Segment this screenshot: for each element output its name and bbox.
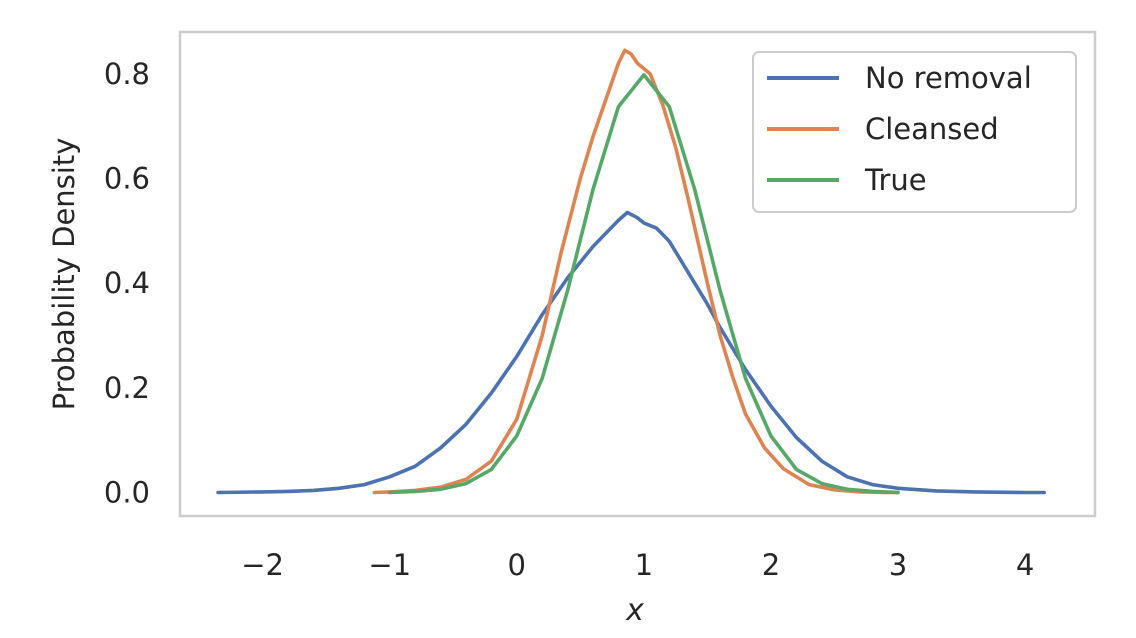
x-tick-label: 2 <box>762 548 780 582</box>
series-line-0 <box>216 210 1046 495</box>
legend-box <box>752 51 1077 213</box>
y-tick-label: 0.8 <box>104 57 150 91</box>
x-tick-label: −2 <box>241 548 284 582</box>
y-axis-label: Probability Density <box>47 138 81 411</box>
x-tick-label: 1 <box>635 548 653 582</box>
x-tick-label: 3 <box>889 548 907 582</box>
x-tick-label: 0 <box>508 548 526 582</box>
series-line-2 <box>387 73 900 495</box>
legend-label-0: No removal <box>865 61 1032 95</box>
y-tick-labels: 0.0 0.2 0.4 0.6 0.8 <box>104 57 150 510</box>
x-tick-labels: −2 −1 0 1 2 3 4 <box>241 548 1034 582</box>
legend-label-2: True <box>864 163 927 197</box>
series-line-1 <box>372 48 900 495</box>
series-layer <box>216 48 1046 495</box>
x-tick-label: −1 <box>368 548 411 582</box>
x-axis-label: x <box>625 593 644 628</box>
legend-label-1: Cleansed <box>865 112 999 146</box>
x-tick-label: 4 <box>1016 548 1034 582</box>
legend: No removal Cleansed True <box>752 51 1077 213</box>
y-tick-label: 0.4 <box>104 266 150 300</box>
y-tick-label: 0.0 <box>104 475 150 509</box>
y-tick-label: 0.2 <box>104 371 150 405</box>
y-tick-label: 0.6 <box>104 162 150 196</box>
